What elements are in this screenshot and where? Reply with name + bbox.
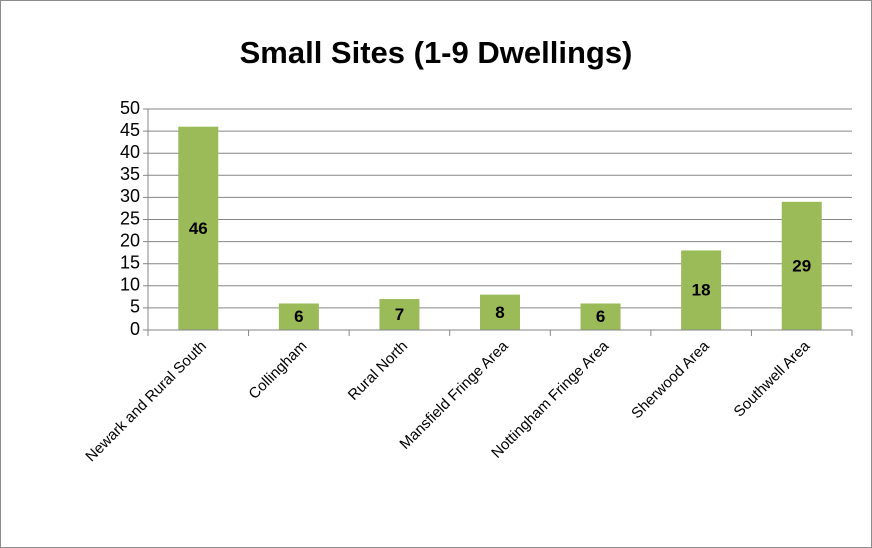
value-label: 18 [692,281,711,300]
y-tick-label: 30 [120,186,140,206]
y-tick-label: 0 [130,319,140,339]
value-label: 7 [395,305,404,324]
value-label: 8 [495,303,504,322]
bar [681,250,722,330]
value-label: 6 [596,307,605,326]
bar [178,126,219,331]
bar [580,303,621,330]
value-label: 29 [792,256,811,275]
y-tick-label: 20 [120,230,140,250]
bar [480,294,520,330]
bar [278,303,319,330]
y-tick-label: 10 [120,275,140,295]
y-tick-label: 5 [130,297,140,317]
y-tick-label: 25 [120,208,140,228]
bar [379,299,420,330]
value-label: 46 [189,219,208,238]
chart-title: Small Sites (1-9 Dwellings) [240,35,633,70]
value-label: 6 [294,307,303,326]
y-tick-label: 45 [120,120,140,140]
y-tick-label: 40 [120,142,140,162]
bar [781,201,822,330]
y-tick-label: 15 [120,252,140,272]
y-tick-label: 50 [120,98,140,118]
y-tick-label: 35 [120,164,140,184]
